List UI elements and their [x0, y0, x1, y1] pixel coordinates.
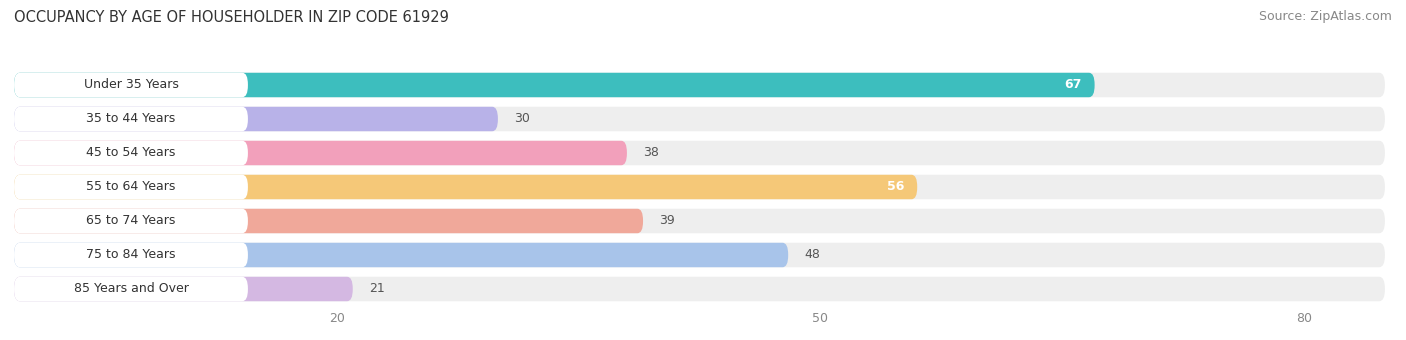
Text: 65 to 74 Years: 65 to 74 Years — [86, 215, 176, 227]
FancyBboxPatch shape — [14, 107, 498, 131]
Text: 75 to 84 Years: 75 to 84 Years — [86, 249, 176, 261]
FancyBboxPatch shape — [14, 175, 247, 199]
FancyBboxPatch shape — [14, 243, 247, 267]
FancyBboxPatch shape — [14, 107, 247, 131]
Text: 56: 56 — [887, 181, 904, 193]
Text: 30: 30 — [515, 113, 530, 125]
FancyBboxPatch shape — [14, 175, 917, 199]
FancyBboxPatch shape — [14, 277, 247, 301]
Text: 55 to 64 Years: 55 to 64 Years — [86, 181, 176, 193]
FancyBboxPatch shape — [14, 209, 247, 233]
Text: 39: 39 — [659, 215, 675, 227]
FancyBboxPatch shape — [14, 73, 1095, 97]
FancyBboxPatch shape — [14, 141, 627, 165]
FancyBboxPatch shape — [14, 175, 1385, 199]
Text: 85 Years and Over: 85 Years and Over — [73, 283, 188, 295]
FancyBboxPatch shape — [14, 243, 789, 267]
Text: Under 35 Years: Under 35 Years — [83, 79, 179, 91]
Text: 45 to 54 Years: 45 to 54 Years — [86, 147, 176, 159]
FancyBboxPatch shape — [14, 141, 1385, 165]
FancyBboxPatch shape — [14, 73, 247, 97]
Text: Source: ZipAtlas.com: Source: ZipAtlas.com — [1258, 10, 1392, 23]
Text: OCCUPANCY BY AGE OF HOUSEHOLDER IN ZIP CODE 61929: OCCUPANCY BY AGE OF HOUSEHOLDER IN ZIP C… — [14, 10, 449, 25]
Text: 48: 48 — [804, 249, 820, 261]
FancyBboxPatch shape — [14, 107, 1385, 131]
FancyBboxPatch shape — [14, 141, 247, 165]
Text: 67: 67 — [1064, 79, 1081, 91]
FancyBboxPatch shape — [14, 243, 1385, 267]
FancyBboxPatch shape — [14, 277, 353, 301]
FancyBboxPatch shape — [14, 73, 1385, 97]
FancyBboxPatch shape — [14, 209, 1385, 233]
FancyBboxPatch shape — [14, 277, 1385, 301]
FancyBboxPatch shape — [14, 209, 643, 233]
Text: 35 to 44 Years: 35 to 44 Years — [86, 113, 176, 125]
Text: 38: 38 — [643, 147, 659, 159]
Text: 21: 21 — [368, 283, 385, 295]
